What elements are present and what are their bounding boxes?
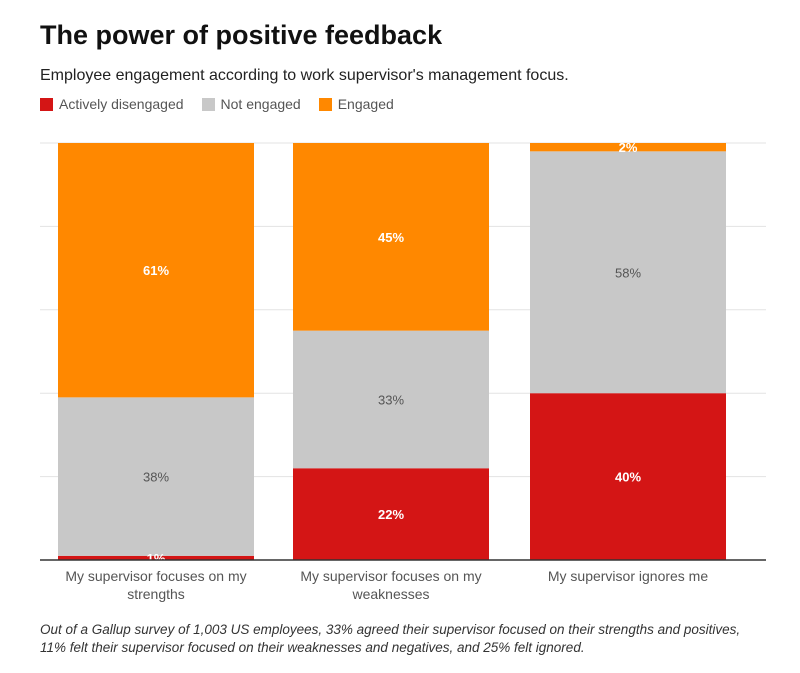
x-tick-label: My supervisor focuses on my [65,568,246,584]
chart-title: The power of positive feedback [40,20,443,50]
legend-swatch-not-engaged [201,97,215,111]
bar-segment [530,143,726,152]
data-label: 58% [615,265,641,280]
data-label: 45% [378,230,404,245]
legend-item-engaged: Engaged [318,96,394,112]
legend-label-engaged: Engaged [337,96,394,112]
bar-segment [293,468,489,560]
legend-swatch-actively-disengaged [40,97,53,111]
x-tick-label: My supervisor ignores me [548,568,708,584]
x-tick-label: My supervisor focuses on my [300,568,481,584]
legend-label-not-engaged: Not engaged [220,96,301,112]
data-label: 38% [143,470,169,485]
bar-segment [530,151,726,394]
legend-label-actively-disengaged: Actively disengaged [59,96,184,112]
x-tick-label: strengths [127,586,185,602]
data-label: 33% [378,392,404,407]
data-label: 40% [615,470,641,485]
data-label: 2% [619,140,638,155]
x-tick-label: weaknesses [351,586,429,602]
chart-subtitle: Employee engagement according to work su… [40,67,569,84]
legend-swatch-engaged [318,97,332,111]
chart-footnote: Out of a Gallup survey of 1,003 US emplo… [40,622,741,655]
legend-item-actively-disengaged: Actively disengaged [40,96,184,112]
bar-segment [293,330,489,469]
bar-segment [530,393,726,560]
bar-segment [58,397,254,556]
legend-item-not-engaged: Not engaged [201,96,301,112]
data-label: 1% [147,551,166,566]
bar-segment [58,555,254,560]
data-label: 22% [378,507,404,522]
bar-segment [58,143,254,398]
legend: Actively disengaged Not engaged Engaged [40,96,394,112]
bar-segment [293,143,489,331]
data-label: 61% [143,263,169,278]
